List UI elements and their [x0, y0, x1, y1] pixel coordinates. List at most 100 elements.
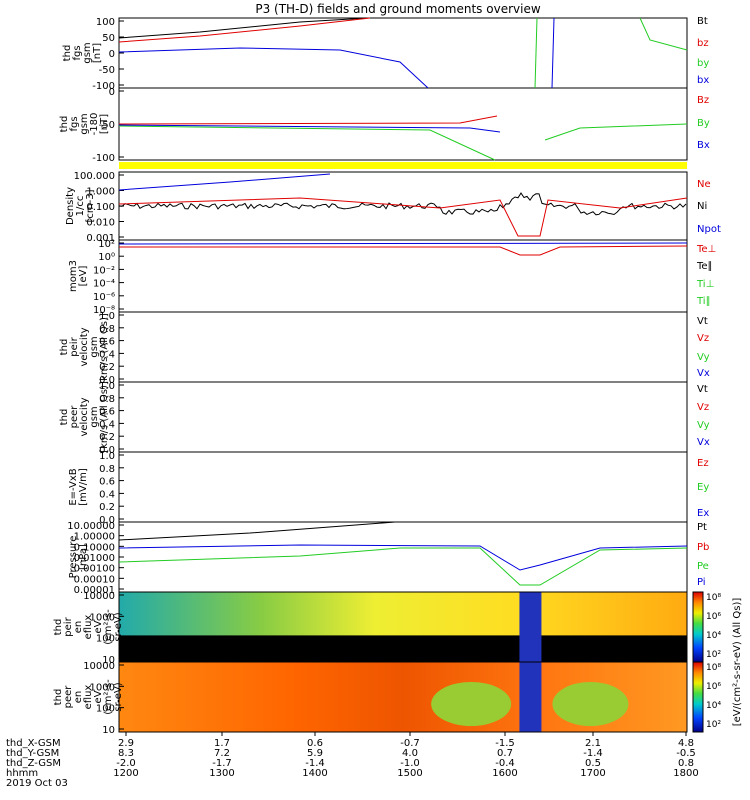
bx-spike [551, 17, 555, 89]
legend-pt: Pt [697, 522, 707, 533]
panel-7: 1.0 0.8 0.60.4 0.2 0.0 E=-VxB [mV/m] Ez Ey Ex [68, 451, 709, 526]
y-tick-label: 100 [96, 17, 115, 28]
legend-bz: Bz [697, 95, 709, 106]
legend-ex: Ex [697, 508, 709, 519]
x-row-label: thd_Z-GSM [6, 758, 61, 769]
y-axis-label: (cm²-s- [103, 609, 114, 645]
y-axis-label: peer [69, 405, 80, 429]
y-tick-label: 1000 [90, 682, 115, 693]
legend-ti⊥: Ti⊥ [696, 279, 714, 290]
y-tick-label: 0.01000 [74, 553, 115, 564]
spectrogram-blob [552, 682, 629, 726]
y-tick-label: 1.000 [86, 187, 115, 198]
y-tick-label: 10² [98, 239, 115, 250]
ne-line [118, 197, 688, 237]
y-axis-label: 1/cc [75, 196, 86, 217]
x-tick-label: 0.7 [497, 748, 513, 759]
y-tick-label: 10.00000 [67, 521, 115, 532]
y-tick-label: 10 [102, 725, 115, 736]
y-tick-label: 0.001 [86, 233, 115, 244]
panel-5: 1.0 0.8 0.60.4 0.2 0.0 thd peir velocity gsm km/s… [59, 311, 710, 386]
y-tick-label: 0.2 [99, 362, 115, 373]
legend-bt: Bt [697, 16, 708, 27]
y-tick-label: 0.2 [99, 502, 115, 513]
y-tick-label: 0.0 [99, 445, 115, 456]
legend-vy: Vy [697, 420, 710, 431]
spectrogram-blob [431, 682, 512, 726]
y-tick-label: -100 [92, 153, 115, 164]
y-tick-label: -50 [99, 120, 115, 131]
y-tick-label: 0.0 [99, 515, 115, 526]
legend-npot: Npot [697, 224, 721, 235]
panel-4: 10² 10⁰ 10⁻² 10⁻⁴ 10⁻⁶ 10⁻⁸ mom3 [eV] Te⊥ Te∥ Ti⊥ T… [68, 239, 716, 316]
te-line [119, 245, 688, 256]
y-tick-label: 0.4 [99, 349, 115, 360]
x-tick-label: 0.6 [307, 738, 323, 749]
colorbar-label: [eV/(cm²-s-sr-eV) (All Qs)] [732, 598, 743, 727]
y-axis-label: fgs [72, 45, 83, 60]
colorbar-tick: 10⁸ [706, 663, 721, 673]
y-tick-label: 1.0 [99, 451, 115, 462]
bt-line [118, 17, 369, 39]
y-axis-label: thd [59, 409, 70, 426]
y-axis-label: [nT] [92, 43, 103, 63]
y-tick-label: 0 [109, 49, 115, 60]
y-tick-label: 0.2 [99, 432, 115, 443]
colorbar: 10⁸ 10⁶ 10⁴ 10² 10⁸ 10⁶ 10⁴ 10² [eV/(cm²-s-sr-eV… [692, 591, 743, 733]
y-axis-label: eV [93, 620, 104, 633]
panel-6: 1.0 0.8 0.60.4 0.2 0.0 thd peer velocity gsm [km/… [59, 381, 710, 456]
x-tick-label: 7.2 [214, 748, 230, 759]
legend-ey: Ey [697, 482, 709, 493]
figure-title: P3 (TH-D) fields and ground moments over… [255, 2, 540, 16]
x-tick-label: -2.0 [116, 758, 136, 769]
y-axis-label: [mV/m] [78, 468, 89, 506]
y-axis-label: fgs [69, 116, 80, 131]
y-axis-label: velocity [79, 397, 90, 436]
y-tick-label: 0.00001 [74, 585, 115, 596]
x-tick-label: 1200 [113, 768, 138, 779]
y-axis-label: thd [59, 339, 70, 356]
y-axis-label: eflux [83, 685, 94, 710]
y-axis-label: sr-eV) [113, 682, 124, 711]
x-tick-label: 0.5 [585, 758, 601, 769]
y-tick-label: 0.4 [99, 419, 115, 430]
legend-vx: Vx [697, 368, 710, 379]
colorbar-tick: 10⁶ [706, 612, 721, 622]
y-axis-label: [nPa] [78, 544, 89, 570]
y-tick-label: -100 [92, 81, 115, 92]
y-axis-label: (cm²-s- [103, 679, 114, 715]
legend-bx: Bx [697, 140, 710, 151]
colorbar-tick: 10² [706, 720, 721, 730]
y-axis-label: E=-VxB [68, 468, 79, 505]
y-axis-label: sr-eV) [113, 612, 124, 641]
legend-pi: Pi [697, 577, 706, 588]
y-axis-label: velocity [79, 327, 90, 366]
y-axis-label: [cm-3] [85, 189, 96, 222]
x-tick-label: -0.7 [400, 738, 420, 749]
y-axis-label: eflux [83, 615, 94, 640]
ni-line [118, 192, 687, 216]
y-tick-label: 0.8 [99, 324, 115, 335]
y-axis-label: gsm [89, 336, 100, 357]
panel-frame [118, 521, 688, 593]
ti-line [118, 242, 688, 245]
x-tick-label: -1.0 [400, 758, 420, 769]
by2-line [118, 125, 496, 161]
x-tick-label: -1.5 [495, 738, 515, 749]
y-tick-label: 1.00000 [74, 532, 115, 543]
bx2-line [118, 124, 501, 133]
y-axis-label: gsm [82, 42, 93, 63]
x-tick-label: -1.4 [583, 748, 603, 759]
y-tick-label: 0.6 [99, 337, 115, 348]
y-tick-label: 0 [109, 87, 115, 98]
panel-frame [118, 381, 688, 453]
x-tick-label: 1700 [580, 768, 605, 779]
y-tick-label: 10⁻⁴ [93, 279, 115, 290]
x-tick-label: -1.7 [212, 758, 232, 769]
y-axis-label: [nT] [99, 114, 110, 134]
bz-line [118, 17, 371, 43]
y-axis-label: [km/s (All Qs)] [99, 381, 110, 453]
y-axis-label: peir [63, 616, 74, 636]
y-tick-label: 10000 [83, 661, 115, 672]
